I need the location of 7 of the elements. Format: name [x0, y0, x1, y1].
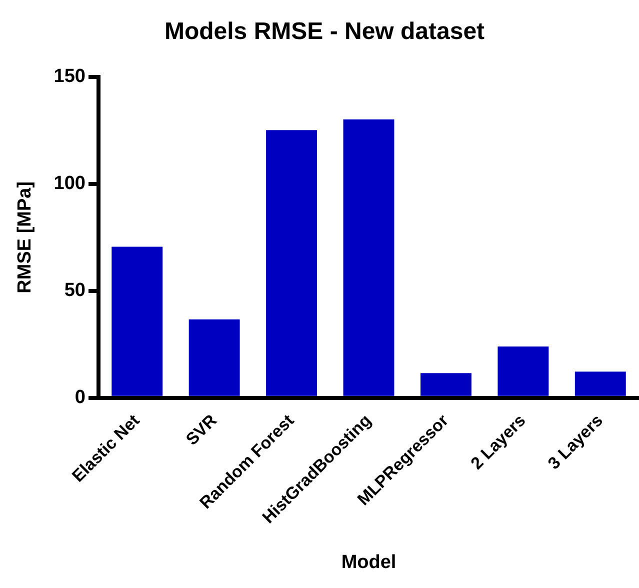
- y-axis-title: RMSE [MPa]: [14, 181, 36, 294]
- chart-title: Models RMSE - New dataset: [164, 18, 485, 46]
- y-tick-label: 150: [54, 66, 86, 88]
- x-axis-title: Model: [341, 552, 396, 573]
- y-tick-label: 50: [64, 280, 86, 302]
- y-tick-label: 100: [54, 173, 86, 194]
- y-tick-label: 0: [74, 387, 86, 408]
